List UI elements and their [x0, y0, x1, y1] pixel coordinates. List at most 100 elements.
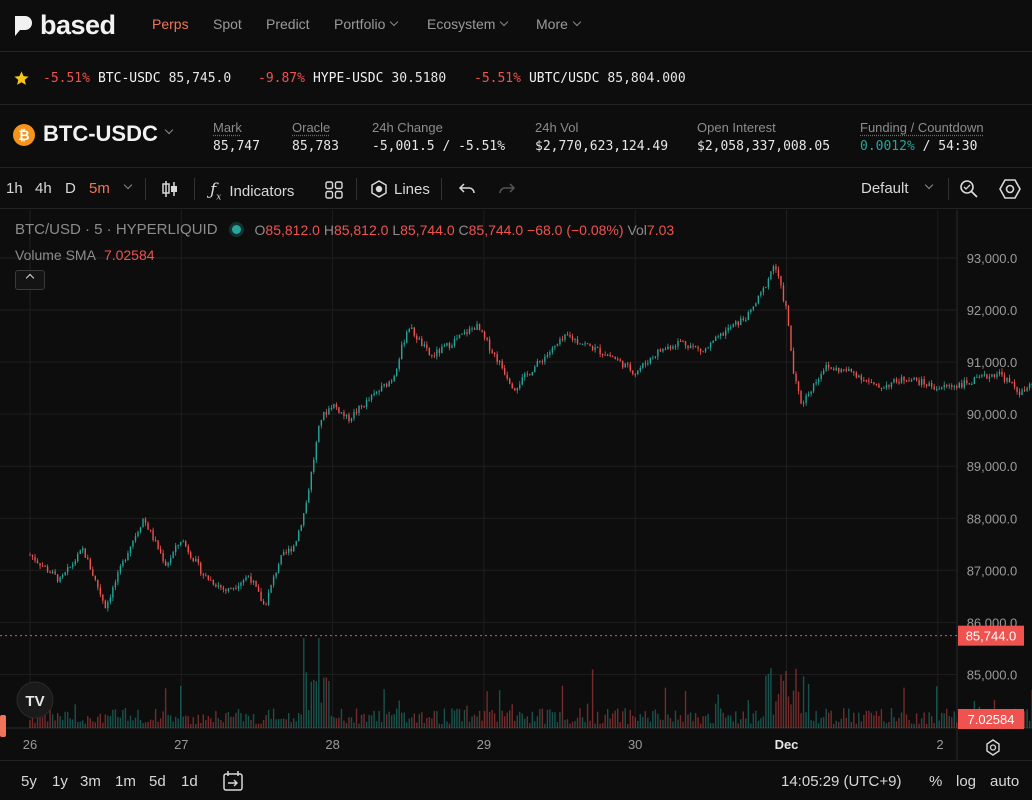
- candle-body: [903, 376, 905, 381]
- volume-bar: [697, 717, 699, 728]
- candle-body: [790, 325, 792, 351]
- range-3m[interactable]: 3m: [80, 773, 101, 790]
- volume-bar: [865, 710, 868, 728]
- interval-1h[interactable]: 1h: [6, 180, 23, 197]
- left-edge-handle[interactable]: [0, 715, 6, 737]
- nav-item-spot[interactable]: Spot: [213, 16, 242, 32]
- undo-icon[interactable]: [458, 181, 476, 197]
- axis-settings-icon[interactable]: [986, 739, 1000, 756]
- time-axis[interactable]: 26 27 28 29 30 Dec 2: [23, 737, 1000, 756]
- chevron-down-icon[interactable]: [924, 180, 934, 190]
- volume-bar: [604, 714, 606, 728]
- candle-body: [378, 391, 380, 393]
- candle-body: [833, 368, 835, 371]
- x-tick-label: 28: [325, 737, 339, 752]
- chevron-down-icon: [572, 17, 582, 27]
- candle-body: [772, 266, 775, 272]
- candle-body: [848, 369, 850, 371]
- candle-body: [44, 565, 46, 567]
- interval-4h[interactable]: 4h: [35, 180, 52, 197]
- log-toggle[interactable]: log: [956, 773, 977, 790]
- volume-bar: [679, 715, 682, 728]
- interval-5m[interactable]: 5m: [89, 180, 110, 197]
- candle-body: [370, 395, 373, 400]
- price-chart[interactable]: 93,000.0 92,000.0 91,000.0 90,000.0 89,000.0…: [0, 210, 1032, 760]
- nav-item-label: Portfolio: [334, 16, 386, 32]
- candle-body: [747, 312, 750, 320]
- brand-name: based: [40, 10, 116, 40]
- candle-body: [629, 364, 631, 371]
- clock-timezone[interactable]: 14:05:29 (UTC+9): [781, 773, 902, 790]
- volume-bar: [709, 722, 712, 728]
- volume-bar: [453, 710, 456, 728]
- auto-toggle[interactable]: auto: [990, 773, 1020, 790]
- candle-body: [800, 391, 802, 404]
- chevron-down-icon[interactable]: [123, 180, 133, 190]
- candle-body: [807, 393, 810, 396]
- volume-bar: [172, 721, 174, 728]
- ticker-item-ubtc[interactable]: -5.51% UBTC/USDC 85,804.000: [474, 71, 686, 86]
- redo-icon[interactable]: [498, 181, 516, 197]
- candle-body: [742, 318, 744, 321]
- chevron-down-icon[interactable]: [164, 125, 174, 135]
- volume-bar: [388, 711, 390, 728]
- candle-body: [205, 575, 207, 577]
- nav-item-portfolio[interactable]: Portfolio: [334, 16, 399, 32]
- settings-icon[interactable]: [998, 178, 1022, 200]
- candle-style-icon[interactable]: [160, 179, 180, 199]
- ticker-change: -5.51%: [474, 71, 521, 86]
- range-1d[interactable]: 1d: [181, 773, 198, 790]
- range-1y[interactable]: 1y: [52, 773, 68, 790]
- volume-bar: [509, 710, 511, 728]
- candle-body: [330, 407, 333, 409]
- volume-bar: [350, 717, 353, 728]
- lines-button[interactable]: Lines: [370, 180, 430, 198]
- volume-bar: [822, 717, 825, 728]
- candle-body: [488, 339, 491, 351]
- candle-body: [29, 554, 31, 556]
- nav-item-predict[interactable]: Predict: [266, 16, 310, 32]
- screenshot-search-icon[interactable]: [958, 178, 980, 200]
- volume-bar: [345, 722, 348, 728]
- legend-low: 85,744.0: [400, 221, 455, 238]
- volume-bar: [478, 710, 481, 728]
- candle-body: [564, 334, 566, 340]
- volume-bar: [873, 715, 875, 728]
- nav-item-perps[interactable]: Perps: [152, 16, 189, 32]
- layout-select[interactable]: Default: [861, 180, 909, 197]
- tradingview-logo[interactable]: TV: [16, 681, 54, 719]
- indicators-button[interactable]: ƒx Indicators: [210, 180, 294, 202]
- interval-d[interactable]: D: [65, 180, 76, 197]
- low-label: L: [392, 221, 401, 238]
- volume-bar: [448, 723, 451, 728]
- brand-logo[interactable]: based: [12, 10, 116, 41]
- volume-bar: [951, 717, 953, 728]
- volume-bar: [401, 712, 403, 728]
- nav-item-ecosystem[interactable]: Ecosystem: [427, 16, 509, 32]
- collapse-legend-button[interactable]: [15, 270, 45, 290]
- volume-bar: [403, 712, 405, 728]
- range-1m[interactable]: 1m: [115, 773, 136, 790]
- price-axis[interactable]: 93,000.0 92,000.0 91,000.0 90,000.0 89,000.0…: [0, 251, 1024, 737]
- star-icon[interactable]: [13, 70, 30, 87]
- candle-body: [368, 399, 370, 401]
- range-5y[interactable]: 5y: [21, 773, 37, 790]
- candle-body: [544, 356, 546, 362]
- ticker-item-btc[interactable]: -5.51% BTC-USDC 85,745.0: [43, 71, 231, 86]
- volume-bar: [74, 704, 76, 728]
- volume-bar: [340, 708, 343, 728]
- ticker-item-hype[interactable]: -9.87% HYPE-USDC 30.5180: [258, 71, 446, 86]
- layout-grid-icon[interactable]: [324, 180, 344, 200]
- candle-body: [664, 348, 667, 350]
- volume-bar: [717, 694, 719, 728]
- candle-body: [689, 345, 692, 349]
- nav-item-more[interactable]: More: [536, 16, 582, 32]
- range-5d[interactable]: 5d: [149, 773, 166, 790]
- candle-body: [227, 588, 230, 592]
- candle-body: [900, 376, 903, 384]
- percent-toggle[interactable]: %: [929, 773, 943, 790]
- go-to-date-icon[interactable]: [222, 770, 244, 792]
- pair-selector[interactable]: BTC-USDC: [43, 121, 158, 146]
- volume-bar: [195, 723, 197, 728]
- candle-body: [270, 584, 272, 593]
